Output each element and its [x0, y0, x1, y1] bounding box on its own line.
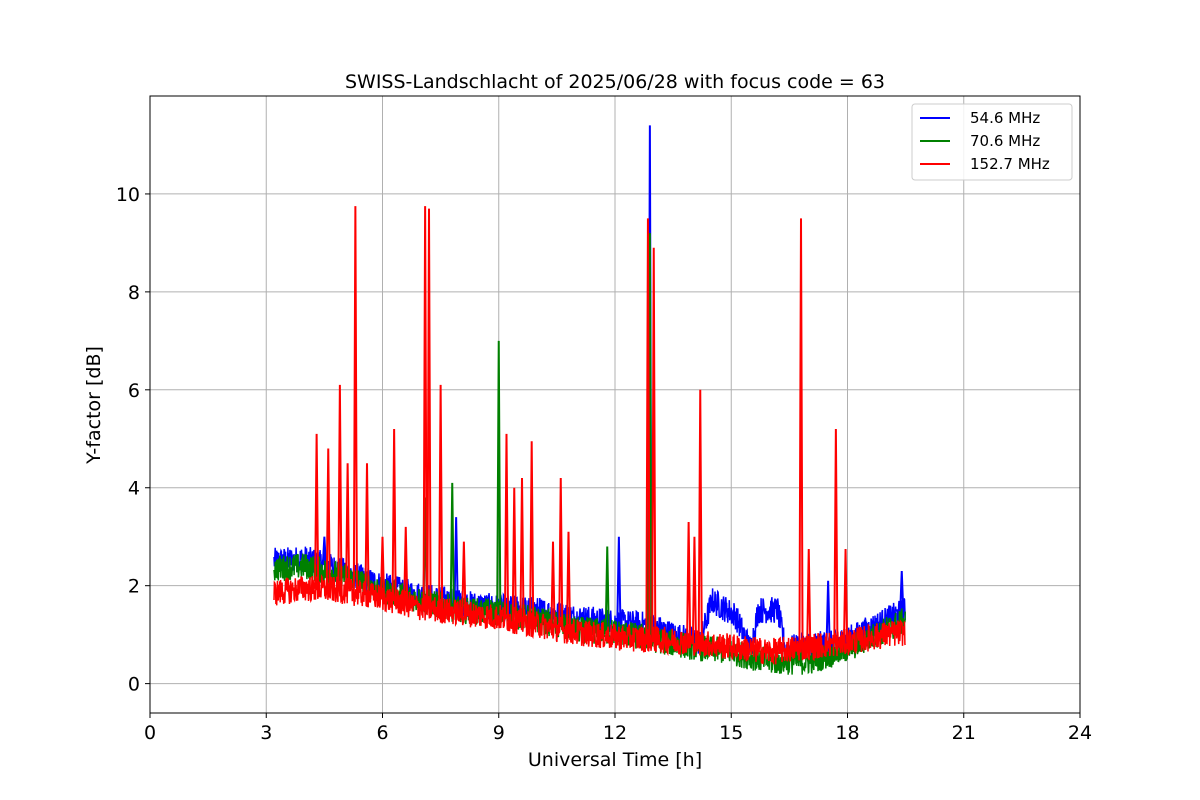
x-axis-label: Universal Time [h]: [528, 749, 702, 771]
data-spike: [314, 433, 320, 589]
x-tick-label: 0: [144, 722, 156, 744]
data-spike: [806, 548, 812, 647]
y-tick-label: 6: [128, 380, 140, 402]
x-tick-label: 24: [1068, 722, 1092, 744]
data-spike: [379, 536, 386, 598]
data-spike: [422, 206, 428, 609]
data-spike: [449, 482, 455, 609]
data-spike: [558, 477, 564, 630]
data-spike: [403, 526, 409, 604]
data-spike: [697, 389, 703, 643]
y-tick-label: 8: [128, 282, 140, 304]
data-spike: [337, 384, 343, 591]
data-spike: [616, 536, 622, 623]
data-spike: [550, 541, 556, 628]
data-spike: [364, 463, 370, 595]
data-spike: [645, 218, 651, 640]
x-tick-label: 6: [376, 722, 388, 744]
data-spike: [503, 433, 510, 619]
x-tick-label: 15: [719, 722, 743, 744]
y-axis-label: Y-factor [dB]: [83, 346, 105, 465]
data-spike: [565, 531, 572, 631]
data-spike: [345, 463, 351, 592]
data-spike: [321, 536, 327, 565]
data-spike: [686, 522, 692, 642]
y-tick-label: 10: [116, 184, 140, 206]
data-spike: [426, 208, 432, 609]
data-spike: [453, 517, 459, 603]
legend-label: 70.6 MHz: [970, 132, 1040, 150]
legend-label: 152.7 MHz: [970, 155, 1050, 173]
data-spike: [325, 448, 331, 590]
legend-label: 54.6 MHz: [970, 109, 1040, 127]
x-tick-label: 3: [260, 722, 272, 744]
chart-title: SWISS-Landschlacht of 2025/06/28 with fo…: [345, 71, 885, 93]
legend: 54.6 MHz 70.6 MHz 152.7 MHz: [911, 103, 1073, 181]
data-spike: [798, 218, 804, 648]
x-tick-label: 9: [493, 722, 505, 744]
x-tick-label: 12: [603, 722, 627, 744]
data-spike: [604, 546, 610, 632]
y-tick-label: 0: [128, 674, 140, 696]
data-spike: [352, 206, 358, 593]
series-2: [273, 206, 906, 666]
data-spike: [438, 384, 444, 611]
data-spike: [691, 536, 697, 643]
y-tick-label: 4: [128, 478, 140, 500]
data-spike: [843, 548, 849, 643]
data-spike: [511, 487, 517, 621]
data-spike: [391, 428, 397, 601]
data-spike: [825, 580, 831, 645]
legend-box: [911, 103, 1073, 181]
data-spike: [496, 340, 502, 613]
data-spike: [529, 441, 535, 624]
y-tick-label: 2: [128, 576, 140, 598]
x-tick-label: 21: [952, 722, 976, 744]
data-spike: [519, 477, 525, 622]
data-spike: [899, 570, 905, 613]
data-spike: [461, 541, 467, 614]
x-tick-label: 18: [835, 722, 859, 744]
plot-data: [273, 125, 906, 675]
data-spike: [651, 247, 657, 640]
data-spike: [833, 428, 839, 644]
